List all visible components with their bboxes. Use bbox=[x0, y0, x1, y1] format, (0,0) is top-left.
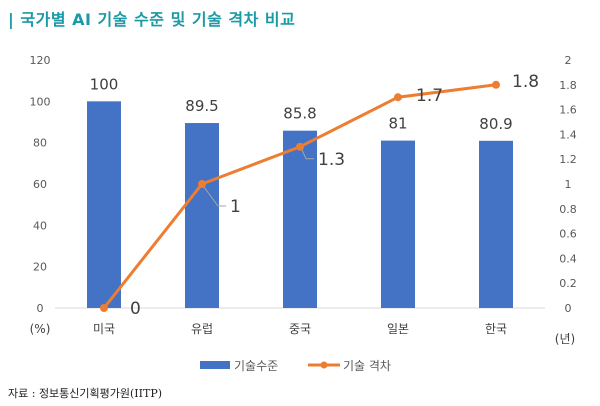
left-axis-unit: (%) bbox=[30, 322, 51, 336]
bar bbox=[87, 101, 121, 308]
right-tick-label: 1.6 bbox=[559, 104, 577, 117]
left-tick-label: 40 bbox=[33, 219, 47, 232]
bar bbox=[479, 140, 513, 308]
line-data-label: 0 bbox=[130, 299, 141, 319]
left-tick-label: 100 bbox=[30, 95, 51, 108]
category-label: 유럽 bbox=[191, 322, 213, 336]
right-tick-label: 0.4 bbox=[559, 252, 577, 265]
leader-line bbox=[301, 149, 314, 160]
left-tick-label: 60 bbox=[33, 178, 47, 191]
bar-data-label: 80.9 bbox=[479, 115, 512, 133]
legend-bar-swatch bbox=[200, 361, 230, 369]
left-tick-label: 120 bbox=[30, 54, 51, 67]
right-axis-unit: (년) bbox=[555, 332, 575, 346]
left-tick-label: 0 bbox=[37, 302, 44, 315]
category-label: 미국 bbox=[93, 322, 115, 336]
chart-title: | 국가별 AI 기술 수준 및 기술 격차 비교 bbox=[8, 10, 296, 29]
category-label: 한국 bbox=[485, 322, 507, 336]
bar-data-label: 100 bbox=[90, 75, 119, 93]
line-point bbox=[492, 80, 500, 89]
line-point bbox=[296, 142, 304, 151]
legend-bar-label: 기술수준 bbox=[234, 359, 278, 373]
line-point bbox=[100, 304, 108, 312]
bar bbox=[381, 140, 415, 308]
bar bbox=[283, 130, 317, 308]
right-tick-label: 1.8 bbox=[559, 79, 577, 92]
right-tick-label: 0.2 bbox=[559, 277, 577, 290]
bar-data-label: 89.5 bbox=[185, 97, 218, 115]
leader-line bbox=[203, 186, 226, 207]
category-label: 중국 bbox=[289, 322, 311, 336]
right-tick-label: 0.8 bbox=[559, 203, 577, 216]
line-data-label: 1 bbox=[230, 197, 241, 217]
category-label: 일본 bbox=[387, 322, 409, 336]
right-tick-label: 0 bbox=[565, 302, 572, 315]
left-tick-label: 80 bbox=[33, 137, 47, 150]
right-tick-label: 0.6 bbox=[559, 228, 577, 241]
line-point bbox=[394, 93, 402, 102]
legend-line-label: 기술 격차 bbox=[343, 359, 391, 373]
left-tick-label: 20 bbox=[33, 261, 47, 274]
right-tick-label: 2 bbox=[565, 54, 572, 67]
line-data-label: 1.3 bbox=[318, 150, 345, 170]
bar bbox=[185, 123, 219, 309]
bar-data-label: 85.8 bbox=[283, 105, 316, 123]
source-note: 자료 : 정보통신기획평가원(IITP) bbox=[8, 387, 163, 400]
bar-data-label: 81 bbox=[388, 115, 407, 133]
line-data-label: 1.7 bbox=[416, 86, 443, 106]
line-point bbox=[198, 180, 206, 188]
right-tick-label: 1 bbox=[565, 178, 572, 191]
line-data-label: 1.8 bbox=[512, 72, 539, 92]
right-tick-label: 1.4 bbox=[559, 128, 577, 141]
legend-line-marker bbox=[320, 361, 328, 369]
right-tick-label: 1.2 bbox=[559, 153, 577, 166]
